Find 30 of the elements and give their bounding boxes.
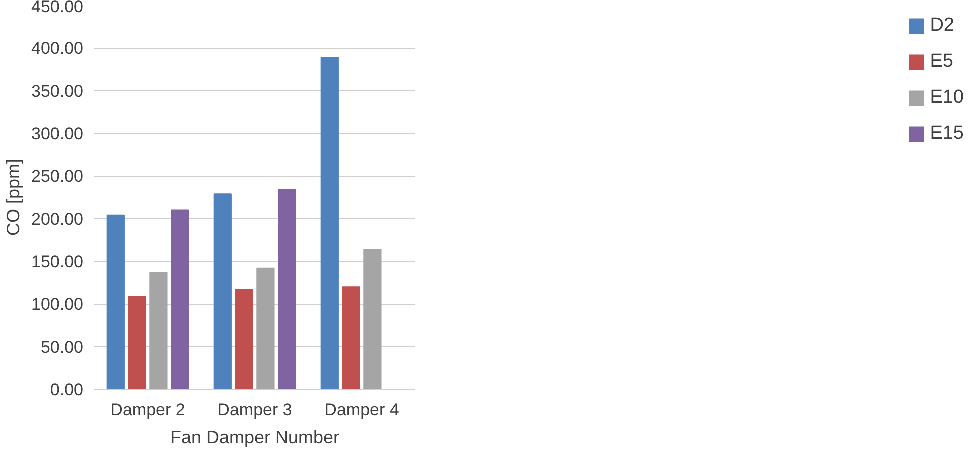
bar (342, 286, 360, 390)
legend-label: D2 (930, 15, 954, 37)
bar (320, 57, 339, 390)
x-tick-label: Damper 2 (110, 400, 186, 420)
x-tick-label: Damper 4 (324, 400, 400, 420)
y-tick-label: 0.00 (50, 380, 84, 400)
bar (128, 296, 146, 390)
bar (278, 189, 296, 390)
y-tick-label: 250.00 (32, 167, 84, 186)
bar (171, 210, 190, 390)
bar (235, 289, 254, 390)
x-axis-title: Fan Damper Number (170, 428, 340, 448)
y-axis-title: CO [ppm] (4, 158, 24, 236)
x-tick-label: Damper 3 (218, 400, 292, 420)
legend-label: E10 (930, 87, 964, 109)
legend-label: E15 (930, 123, 964, 145)
bar (214, 194, 232, 390)
y-tick-label: 50.00 (40, 338, 84, 357)
y-tick-label: 100.00 (32, 295, 84, 314)
y-tick-label: 450.00 (32, 0, 84, 16)
y-tick-label: 400.00 (32, 39, 84, 58)
y-tick-label: 200.00 (32, 210, 84, 229)
y-tick-label: 300.00 (32, 124, 84, 144)
legend-label: E5 (930, 51, 954, 73)
y-tick-label: 150.00 (32, 252, 84, 272)
bar (256, 268, 275, 390)
bar (106, 214, 125, 390)
y-tick-label: 350.00 (32, 82, 84, 101)
bar (364, 249, 382, 390)
bar (150, 272, 168, 390)
